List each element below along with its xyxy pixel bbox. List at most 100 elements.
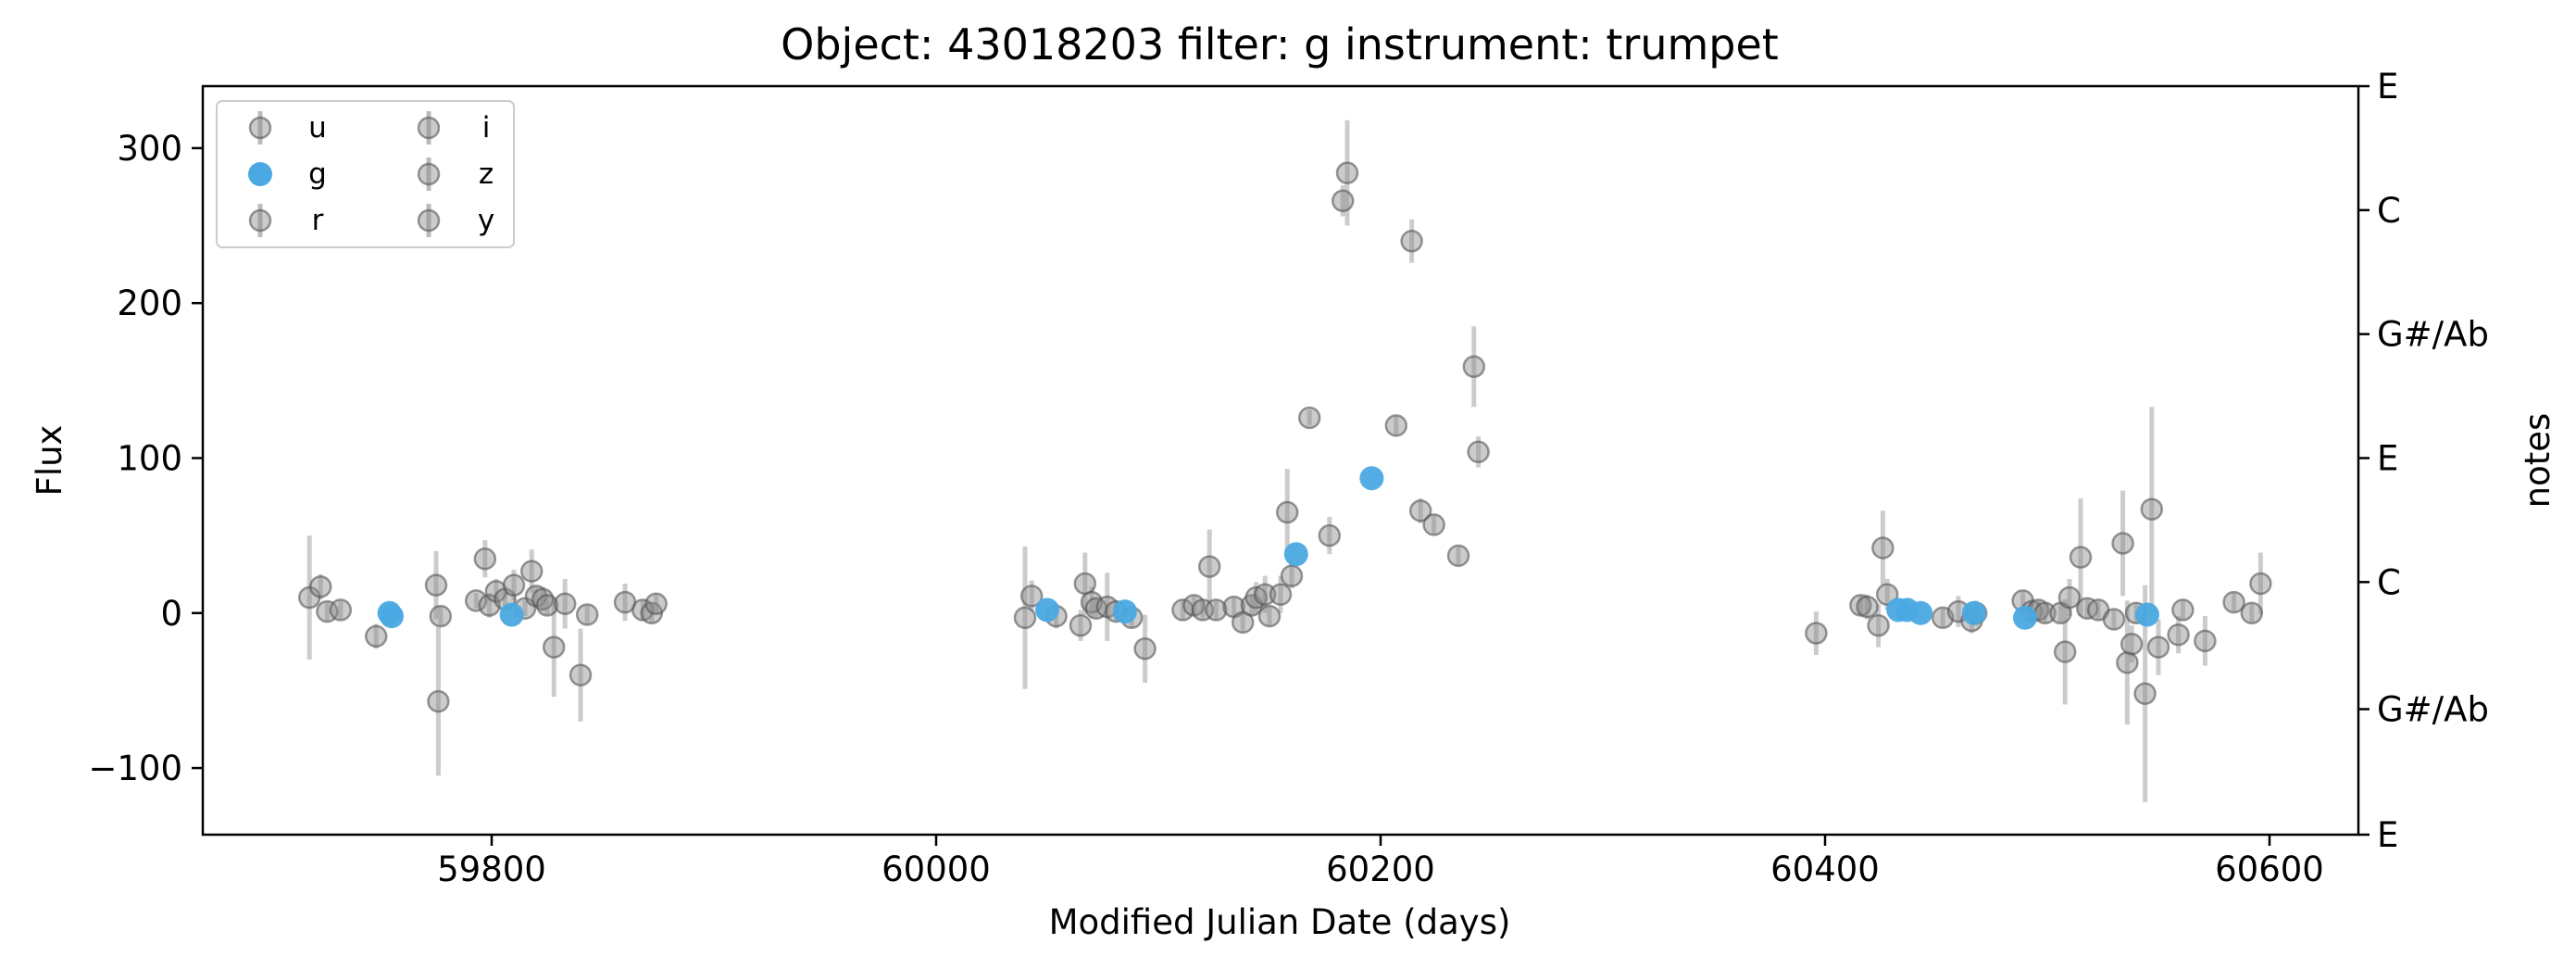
data-point (502, 573, 526, 597)
data-point (1422, 513, 1445, 536)
note-tick-label: E (2377, 815, 2398, 855)
legend-box (216, 100, 515, 248)
data-point (1133, 637, 1157, 661)
data-point (1297, 406, 1321, 430)
data-point (1331, 189, 1355, 213)
data-point (2111, 532, 2134, 555)
data-point-g (1961, 600, 1986, 625)
data-point (2120, 632, 2144, 656)
x-tick-label: 60000 (882, 849, 991, 889)
data-point (424, 573, 448, 597)
data-point (644, 592, 668, 615)
data-point (1269, 583, 1293, 606)
data-point (1318, 523, 1342, 547)
data-point (1408, 499, 1432, 522)
data-point (2249, 572, 2272, 596)
data-point (2171, 598, 2195, 622)
x-tick-label: 60600 (2215, 849, 2324, 889)
legend-label: u (308, 111, 327, 145)
legend-marker (417, 162, 441, 186)
data-point (1073, 572, 1097, 596)
data-point (2140, 497, 2164, 521)
data-point (464, 589, 488, 612)
data-point (427, 689, 450, 713)
data-point (429, 604, 453, 628)
data-point (2194, 629, 2217, 653)
data-point (535, 594, 559, 617)
data-point (2053, 640, 2077, 663)
legend-marker (417, 116, 441, 140)
data-point (1462, 355, 1486, 379)
data-point-g (1035, 598, 1059, 623)
data-point (1280, 564, 1304, 587)
data-point (542, 636, 566, 659)
y-tick-label: 0 (160, 594, 182, 634)
data-point (1867, 613, 1890, 637)
data-point-g (1908, 600, 1933, 625)
data-point (1871, 536, 1894, 560)
data-point (553, 592, 577, 615)
y-tick-label: 200 (117, 283, 182, 323)
legend-marker-g (248, 162, 272, 186)
data-point (1384, 414, 1408, 437)
legend-marker (417, 208, 441, 233)
x-axis-ticks: 59800 60000 60200 60400 60600 (437, 835, 2324, 889)
plot-frame (201, 84, 2360, 837)
data-point-g (1113, 599, 1137, 624)
data-point (1856, 595, 1879, 619)
data-point (2057, 585, 2082, 610)
data-point (1467, 440, 1490, 464)
legend-label: z (479, 157, 494, 191)
legend-label: g (308, 157, 327, 191)
legend-marker (248, 116, 272, 140)
legend-label: y (478, 204, 494, 237)
data-point (2102, 608, 2126, 631)
legend-label: i (482, 111, 491, 145)
data-point-g (2135, 602, 2159, 627)
chart-title: Object: 43018203 filter: g instrument: t… (781, 19, 1779, 69)
right-axis-ticks: E C G#/Ab E C G#/Ab E (2358, 67, 2489, 855)
data-point-g (380, 604, 404, 629)
legend: ugr izy (216, 100, 515, 248)
x-tick-label: 60400 (1770, 849, 1880, 889)
note-tick-label: C (2377, 191, 2401, 231)
y-axis-ticks: −100 0 100 200 300 (88, 129, 203, 788)
data-point (569, 663, 593, 686)
right-axis-label: notes (2518, 413, 2557, 509)
data-point (2133, 682, 2157, 706)
data-point (2222, 590, 2245, 614)
data-point (1197, 555, 1221, 578)
x-tick-label: 59800 (437, 849, 546, 889)
data-point (519, 560, 544, 583)
note-tick-label: E (2377, 438, 2398, 478)
y-tick-label: 100 (117, 438, 182, 478)
data-point (2167, 623, 2190, 647)
note-tick-label: E (2377, 67, 2398, 107)
x-axis-label: Modified Julian Date (days) (1049, 902, 1511, 942)
data-point (1019, 585, 1044, 608)
data-point (1205, 598, 1228, 622)
data-point (1335, 161, 1359, 184)
data-point (1069, 613, 1093, 637)
data-point-g (2013, 605, 2037, 630)
legend-marker (248, 208, 272, 233)
error-bars (306, 120, 2263, 802)
x-tick-label: 60200 (1326, 849, 1435, 889)
data-point (473, 547, 497, 571)
data-point-g (1359, 466, 1384, 491)
data-point (1013, 606, 1037, 630)
data-point (575, 603, 599, 626)
data-point-g (1283, 542, 1308, 567)
data-point (1400, 230, 1423, 253)
data-point-g (499, 602, 524, 627)
data-point (2069, 546, 2093, 569)
data-point (364, 624, 388, 648)
data-point (308, 575, 332, 598)
data-point (1275, 500, 1299, 524)
data-point (329, 598, 353, 622)
data-point (2116, 651, 2139, 674)
y-tick-label: −100 (88, 749, 182, 788)
data-points (297, 161, 2272, 713)
data-point (2146, 636, 2170, 659)
